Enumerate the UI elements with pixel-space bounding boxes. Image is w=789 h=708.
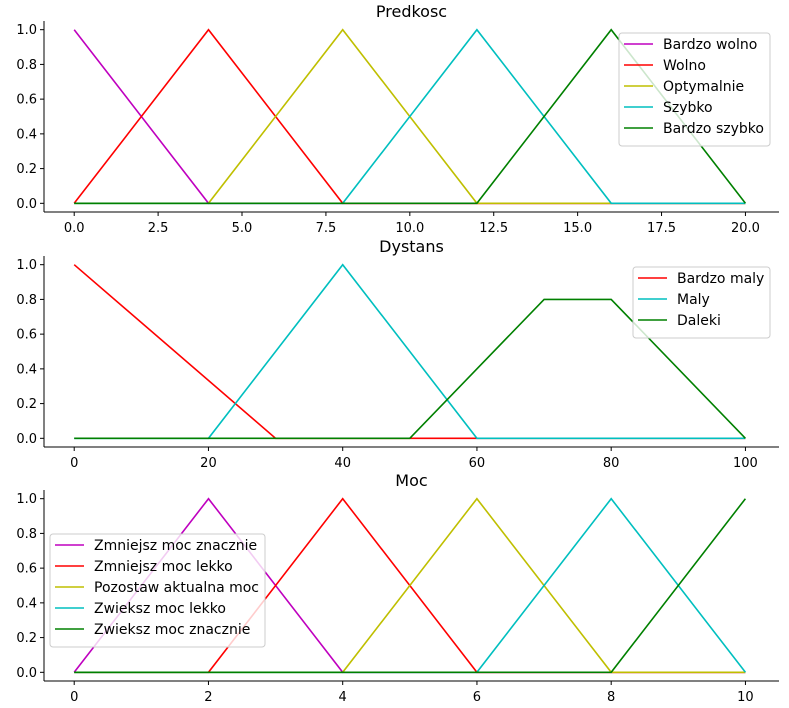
x-tick-label: 15.0	[563, 221, 592, 236]
y-tick-label: 0.4	[16, 596, 37, 611]
chart-panel-2: Dystans 0.0 0.2 0.4 0.6 0.8 1.0 0 20 40 60 80 100 Bar…	[16, 237, 779, 471]
x-tick-label: 5.0	[232, 221, 253, 236]
y-tick-label: 0.6	[16, 328, 37, 343]
y-tick-label: 0.2	[16, 631, 37, 646]
y-tick-label: 0.2	[16, 162, 37, 177]
y-tick-label: 0.0	[16, 197, 37, 212]
x-tick-label: 4	[339, 690, 347, 705]
chart-title: Predkosc	[376, 2, 447, 21]
x-tick-label: 2.5	[148, 221, 169, 236]
legend-box	[618, 32, 771, 147]
x-tick-label: 0.0	[64, 221, 85, 236]
legend-label: Szybko	[663, 100, 713, 116]
x-tick-label: 8	[607, 690, 615, 705]
chart-title: Dystans	[379, 237, 444, 256]
x-tick-label: 17.5	[647, 221, 676, 236]
x-tick-label: 0	[70, 690, 78, 705]
legend-label: Bardzo wolno	[663, 37, 757, 53]
y-tick-label: 0.4	[16, 127, 37, 142]
x-tick-label: 60	[469, 456, 486, 471]
x-tick-label: 20.0	[731, 221, 760, 236]
chart-title: Moc	[395, 471, 427, 490]
x-tick-label: 40	[334, 456, 351, 471]
y-tick-label: 0.4	[16, 362, 37, 377]
x-tick-label: 0	[70, 456, 78, 471]
legend-label: Zmniejsz moc znacznie	[94, 538, 257, 554]
y-tick-label: 0.2	[16, 397, 37, 412]
legend-label: Wolno	[663, 58, 706, 74]
x-tick-label: 20	[200, 456, 217, 471]
y-tick-label: 1.0	[16, 492, 37, 507]
legend-label: Bardzo szybko	[663, 121, 764, 137]
legend: Zmniejsz moc znacznie Zmniejsz moc lekko P…	[49, 533, 266, 648]
legend-label: Daleki	[677, 313, 721, 329]
x-tick-label: 10.0	[395, 221, 424, 236]
legend-label: Optymalnie	[663, 79, 744, 95]
y-tick-label: 0.0	[16, 666, 37, 681]
x-tick-label: 7.5	[316, 221, 337, 236]
legend-label: Maly	[677, 292, 710, 308]
x-tick-label: 12.5	[479, 221, 508, 236]
y-tick-label: 0.8	[16, 58, 37, 73]
legend-box	[632, 266, 771, 339]
y-tick-label: 1.0	[16, 258, 37, 273]
legend-label: Zmniejsz moc lekko	[94, 559, 233, 575]
legend-label: Zwieksz moc znacznie	[94, 622, 250, 638]
legend: Bardzo wolno Wolno Optymalnie Szybko Bardzo …	[618, 32, 771, 147]
legend-label: Pozostaw aktualna moc	[94, 580, 259, 596]
legend-label: Bardzo maly	[677, 271, 764, 287]
chart-panel-3: Moc 0.0 0.2 0.4 0.6 0.8 1.0 0 2 4 6 8 10 Zmniejsz moc…	[16, 471, 779, 705]
chart-panel-1: Predkosc 0.0 0.2 0.4 0.6 0.8 1.0 0.0 2.5 5.0 7.5 10…	[16, 2, 779, 236]
y-tick-label: 0.8	[16, 527, 37, 542]
x-tick-label: 100	[733, 456, 758, 471]
y-tick-label: 0.6	[16, 93, 37, 108]
y-tick-label: 1.0	[16, 23, 37, 38]
series-line-3	[74, 298, 746, 440]
legend-box	[49, 533, 266, 648]
legend-label: Zwieksz moc lekko	[94, 601, 226, 617]
x-tick-label: 10	[737, 690, 754, 705]
x-tick-label: 2	[204, 690, 212, 705]
x-tick-label: 6	[473, 690, 481, 705]
x-tick-label: 80	[603, 456, 620, 471]
y-tick-label: 0.8	[16, 293, 37, 308]
y-tick-label: 0.6	[16, 562, 37, 577]
y-tick-label: 0.0	[16, 432, 37, 447]
series-line-5	[74, 498, 747, 674]
legend: Bardzo maly Maly Daleki	[632, 266, 771, 339]
